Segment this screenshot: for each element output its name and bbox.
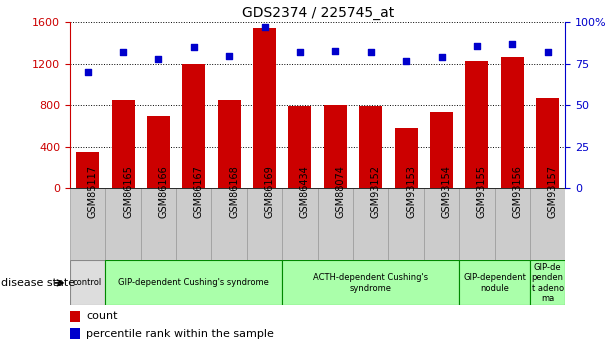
Text: GSM86434: GSM86434: [300, 165, 310, 218]
Point: [331, 48, 340, 53]
Text: GSM86165: GSM86165: [123, 165, 133, 218]
Bar: [459, 260, 530, 305]
Bar: [247, 188, 282, 260]
Bar: [105, 188, 140, 260]
Text: control: control: [73, 278, 102, 287]
Bar: [495, 188, 530, 260]
Text: ACTH-dependent Cushing's
syndrome: ACTH-dependent Cushing's syndrome: [313, 273, 428, 293]
Bar: [359, 106, 382, 188]
Text: GIP-dependent Cushing's syndrome: GIP-dependent Cushing's syndrome: [119, 278, 269, 287]
Bar: [530, 260, 565, 305]
Bar: [76, 152, 99, 188]
Bar: [395, 128, 418, 188]
Text: GSM86167: GSM86167: [194, 165, 204, 218]
Bar: [324, 105, 347, 188]
Text: GSM93152: GSM93152: [371, 165, 381, 218]
Bar: [111, 100, 134, 188]
Bar: [176, 188, 212, 260]
Bar: [466, 61, 488, 188]
Bar: [288, 106, 311, 188]
Text: disease state: disease state: [1, 278, 75, 288]
Bar: [282, 188, 317, 260]
Bar: [70, 311, 80, 322]
Bar: [430, 112, 453, 188]
Text: GSM93156: GSM93156: [513, 165, 522, 218]
Text: count: count: [86, 312, 117, 321]
Point: [83, 69, 92, 75]
Point: [118, 49, 128, 55]
Bar: [353, 188, 389, 260]
Bar: [253, 28, 276, 188]
Text: GSM86166: GSM86166: [159, 165, 168, 218]
Bar: [140, 188, 176, 260]
Text: GSM93155: GSM93155: [477, 165, 487, 218]
Bar: [70, 328, 80, 339]
Point: [154, 56, 164, 62]
Bar: [501, 57, 524, 188]
Text: GIP-de
penden
t adeno
ma: GIP-de penden t adeno ma: [531, 263, 564, 303]
Bar: [70, 188, 105, 260]
Bar: [147, 116, 170, 188]
Text: GSM88074: GSM88074: [336, 165, 345, 218]
Text: GSM93154: GSM93154: [441, 165, 452, 218]
Text: GSM85117: GSM85117: [88, 165, 98, 218]
Point: [543, 49, 553, 55]
Point: [224, 53, 234, 58]
Point: [366, 49, 376, 55]
Point: [401, 58, 411, 63]
Bar: [424, 188, 459, 260]
Bar: [105, 260, 282, 305]
Point: [508, 41, 517, 47]
Point: [437, 55, 446, 60]
Title: GDS2374 / 225745_at: GDS2374 / 225745_at: [241, 6, 394, 20]
Point: [295, 49, 305, 55]
Bar: [218, 100, 241, 188]
Text: GSM93157: GSM93157: [548, 165, 558, 218]
Text: GSM86169: GSM86169: [264, 165, 275, 218]
Bar: [459, 188, 495, 260]
Point: [189, 45, 199, 50]
Bar: [70, 260, 105, 305]
Point: [472, 43, 482, 48]
Text: GSM86168: GSM86168: [229, 165, 239, 218]
Bar: [212, 188, 247, 260]
Bar: [317, 188, 353, 260]
Bar: [182, 64, 206, 188]
Bar: [530, 188, 565, 260]
Bar: [536, 98, 559, 188]
Bar: [282, 260, 459, 305]
Bar: [389, 188, 424, 260]
Text: GIP-dependent
nodule: GIP-dependent nodule: [463, 273, 526, 293]
Point: [260, 24, 269, 30]
Text: GSM93153: GSM93153: [406, 165, 416, 218]
Text: percentile rank within the sample: percentile rank within the sample: [86, 329, 274, 338]
